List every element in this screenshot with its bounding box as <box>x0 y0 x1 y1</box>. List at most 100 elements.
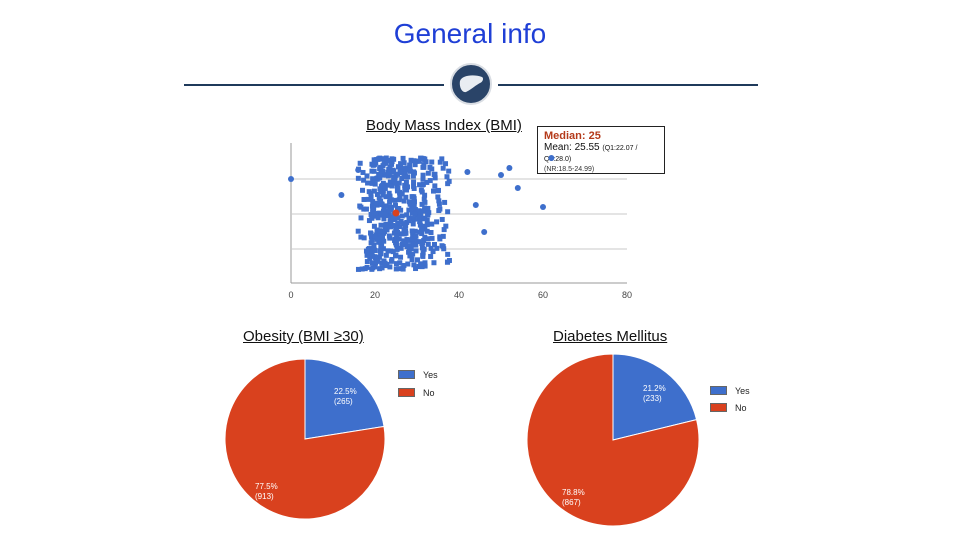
bmi-outlier-point <box>355 167 362 173</box>
bmi-median-marker <box>392 209 400 217</box>
diabetes-chart-title: Diabetes Mellitus <box>553 328 668 345</box>
bmi-point <box>387 165 393 171</box>
bmi-point <box>443 161 449 167</box>
bmi-point <box>383 155 389 161</box>
bmi-point <box>364 259 370 265</box>
bmi-point <box>445 209 451 215</box>
bmi-point <box>422 263 428 269</box>
bmi-point <box>400 166 406 172</box>
bmi-point <box>409 194 415 200</box>
bmi-point <box>382 185 388 191</box>
bmi-point <box>441 227 447 233</box>
bmi-point <box>388 220 394 226</box>
bmi-point <box>422 192 428 198</box>
bmi-point <box>387 264 393 270</box>
bmi-point <box>430 188 436 194</box>
bmi-point <box>379 234 385 240</box>
bmi-point <box>389 156 395 162</box>
bmi-point <box>389 161 395 167</box>
bmi-point <box>402 182 408 188</box>
bmi-mean-quartiles: (Q1:22.07 / Q3:28.0) <box>544 145 638 163</box>
bmi-point <box>407 167 413 173</box>
bmi-point <box>368 234 374 240</box>
bmi-point <box>432 175 438 181</box>
obesity-yes-percent: 22.5% <box>334 387 357 396</box>
bmi-point <box>377 228 383 234</box>
bmi-point <box>370 199 376 205</box>
bmi-point <box>383 194 389 200</box>
bmi-point <box>441 246 447 252</box>
bmi-point <box>376 239 382 245</box>
bmi-point <box>369 180 375 186</box>
bmi-point <box>369 203 375 209</box>
bmi-point <box>380 168 386 174</box>
bmi-point <box>417 222 423 228</box>
bmi-point <box>365 180 371 186</box>
bmi-point <box>397 195 403 201</box>
bmi-point <box>419 231 425 237</box>
bmi-point <box>412 207 418 213</box>
bmi-point <box>388 207 394 213</box>
bmi-point <box>358 215 364 221</box>
bmi-point <box>434 219 440 225</box>
bmi-point <box>420 172 426 178</box>
bmi-point <box>391 176 397 182</box>
bmi-point <box>420 253 426 259</box>
bmi-point <box>413 248 419 254</box>
bmi-point <box>425 212 431 218</box>
bmi-point <box>402 187 408 193</box>
bmi-point <box>420 176 426 182</box>
bmi-point <box>400 155 406 161</box>
bmi-point <box>398 254 404 260</box>
bmi-point <box>421 225 427 231</box>
bmi-point <box>420 208 426 214</box>
bmi-point <box>416 263 422 269</box>
bmi-point <box>437 236 443 242</box>
bmi-point <box>374 227 380 233</box>
bmi-point <box>439 243 445 249</box>
bmi-x-tick-label: 0 <box>288 290 294 300</box>
bmi-point <box>446 168 452 174</box>
bmi-outlier-point <box>540 204 546 210</box>
bmi-point <box>393 225 399 231</box>
bmi-point <box>389 183 395 189</box>
bmi-point <box>368 231 374 237</box>
diabetes-no-count: (867) <box>562 498 581 507</box>
bmi-point <box>409 236 415 242</box>
bmi-point <box>422 260 428 266</box>
bmi-point <box>370 208 376 214</box>
bmi-point <box>446 257 452 263</box>
bmi-point <box>431 241 437 247</box>
bmi-point <box>369 248 375 254</box>
bmi-x-tick-label: 40 <box>453 290 464 300</box>
bmi-point <box>394 236 400 242</box>
bmi-point <box>378 250 384 256</box>
bmi-point <box>386 190 392 196</box>
bmi-point <box>405 261 411 267</box>
bmi-point <box>372 248 378 254</box>
bmi-point <box>393 261 399 267</box>
diabetes-legend-swatch-no <box>710 403 727 412</box>
bmi-point <box>429 221 435 227</box>
bmi-point <box>414 257 420 263</box>
bmi-point <box>375 258 381 264</box>
bmi-point <box>374 236 380 242</box>
bmi-point <box>373 210 379 216</box>
bmi-point <box>420 181 426 187</box>
bmi-point <box>410 242 416 248</box>
bmi-point <box>436 201 442 207</box>
bmi-point <box>366 189 372 195</box>
bmi-point <box>427 164 433 170</box>
bmi-point <box>363 206 369 212</box>
bmi-point <box>359 266 365 272</box>
bmi-point <box>405 184 411 190</box>
bmi-point <box>368 211 374 217</box>
bmi-point <box>418 187 424 193</box>
bmi-point <box>404 165 410 171</box>
bmi-point <box>408 157 414 163</box>
bmi-point <box>428 253 434 259</box>
bmi-point <box>404 212 410 218</box>
bmi-point <box>402 174 408 180</box>
page-title: General info <box>393 18 547 49</box>
bmi-point <box>397 260 403 266</box>
